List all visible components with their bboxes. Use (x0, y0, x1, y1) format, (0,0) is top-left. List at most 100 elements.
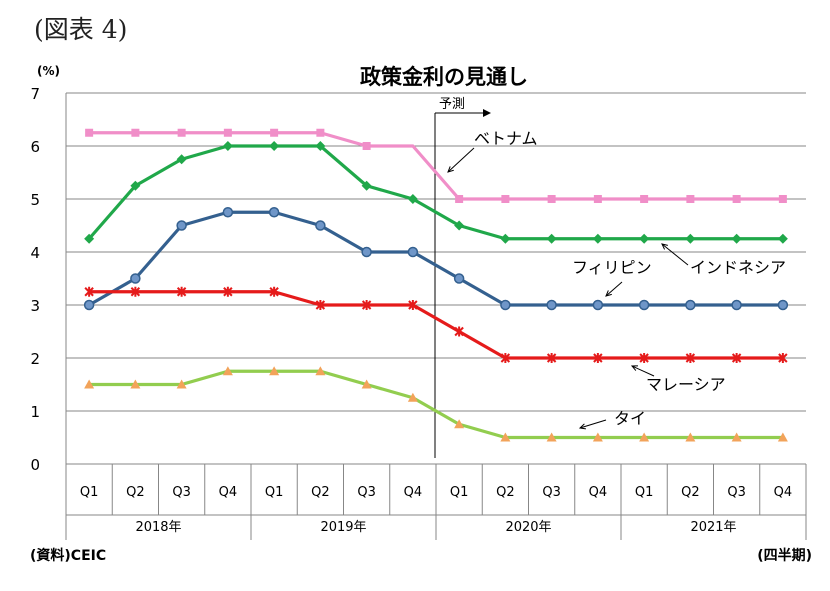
data-point (592, 432, 603, 442)
x-tick-label: Q3 (172, 485, 191, 500)
data-point (592, 299, 604, 311)
series-label-vietnam: ベトナム (474, 129, 538, 148)
data-point (546, 353, 557, 363)
period-note: (四半期) (757, 548, 812, 564)
annotation-arrow (579, 419, 607, 429)
x-tick-label: Q1 (635, 485, 654, 500)
annotation-arrow (661, 243, 689, 266)
data-point (315, 366, 326, 376)
x-tick-label: Q1 (265, 485, 284, 500)
x-tick-label: Q2 (681, 485, 700, 500)
data-point (361, 379, 372, 389)
data-point (223, 128, 232, 137)
data-point (778, 195, 787, 203)
data-point (407, 194, 418, 204)
annotation-arrowhead (605, 290, 612, 297)
data-point (176, 286, 187, 297)
y-tick-label: 5 (30, 191, 40, 209)
data-point (176, 379, 187, 389)
series-label-malaysia: マレーシア (646, 375, 726, 394)
data-point (362, 142, 371, 150)
year-label: 2020年 (505, 520, 551, 535)
data-point (408, 300, 418, 310)
x-tick-label: Q4 (219, 485, 238, 500)
series-line (87, 144, 783, 241)
forecast-arrowhead (483, 109, 491, 117)
data-point (223, 286, 233, 297)
series-line (89, 290, 783, 360)
data-point (407, 246, 419, 258)
data-point (84, 233, 95, 244)
y-tick-label: 0 (30, 456, 40, 474)
data-point (500, 233, 511, 244)
data-point (546, 299, 557, 311)
x-tick-label: Q2 (311, 485, 330, 500)
data-point (639, 432, 650, 442)
annotation-arrow (631, 365, 655, 377)
series-line (88, 210, 783, 307)
data-point (131, 128, 140, 137)
data-point (777, 233, 788, 244)
data-point (177, 128, 186, 137)
y-tick-label: 3 (30, 297, 40, 315)
data-point (130, 286, 141, 297)
data-point (269, 286, 279, 297)
x-tick-label: Q3 (357, 485, 376, 500)
data-point (84, 379, 95, 389)
data-point (176, 220, 187, 231)
x-tick-label: Q2 (496, 485, 515, 500)
data-point (639, 353, 649, 363)
year-label: 2019年 (320, 520, 366, 535)
data-point (222, 207, 234, 218)
data-point (454, 220, 465, 231)
annotation-arrowhead (661, 243, 668, 250)
data-point (685, 432, 696, 442)
data-point (777, 299, 789, 311)
data-point (315, 300, 326, 310)
series-line (89, 369, 783, 440)
source-note: (資料)CEIC (30, 548, 107, 564)
data-point (593, 195, 602, 203)
y-tick-label: 7 (30, 85, 40, 103)
data-point (222, 366, 233, 376)
data-point (546, 233, 557, 244)
x-tick-label: Q1 (80, 485, 99, 500)
data-point (130, 180, 141, 191)
data-point (316, 128, 325, 137)
x-tick-label: Q4 (589, 485, 608, 500)
y-axis-unit: (%) (37, 64, 60, 78)
data-point (361, 300, 372, 310)
data-point (685, 299, 696, 311)
data-point (361, 180, 372, 191)
data-point (731, 299, 742, 311)
data-point (315, 220, 326, 231)
annotation-arrow (447, 147, 475, 173)
data-point (501, 195, 510, 203)
data-point (222, 141, 233, 151)
data-point (638, 299, 650, 311)
data-point (83, 299, 95, 311)
data-point (500, 432, 511, 442)
year-label: 2021年 (690, 520, 736, 535)
data-point (454, 419, 465, 429)
data-point (731, 233, 742, 244)
data-point (407, 392, 418, 402)
annotation-arrowhead (578, 423, 587, 430)
data-point (269, 141, 280, 151)
data-point (268, 207, 280, 218)
annotation-arrowhead (630, 365, 639, 371)
data-point (593, 353, 603, 363)
data-point (454, 326, 464, 337)
series-label-thailand: タイ (614, 409, 646, 428)
data-point (640, 195, 649, 203)
data-point (85, 128, 94, 137)
year-label: 2018年 (135, 520, 181, 535)
data-point (84, 286, 94, 297)
data-point (176, 154, 187, 165)
forecast-label: 予測 (439, 97, 465, 112)
data-point (547, 195, 556, 203)
data-point (500, 353, 511, 363)
series-label-indonesia: インドネシア (690, 258, 786, 277)
series-line (89, 131, 783, 201)
